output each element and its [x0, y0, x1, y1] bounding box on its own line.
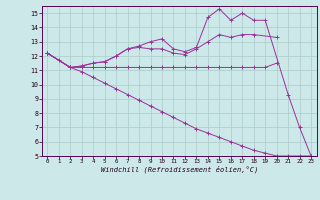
X-axis label: Windchill (Refroidissement éolien,°C): Windchill (Refroidissement éolien,°C) — [100, 166, 258, 173]
